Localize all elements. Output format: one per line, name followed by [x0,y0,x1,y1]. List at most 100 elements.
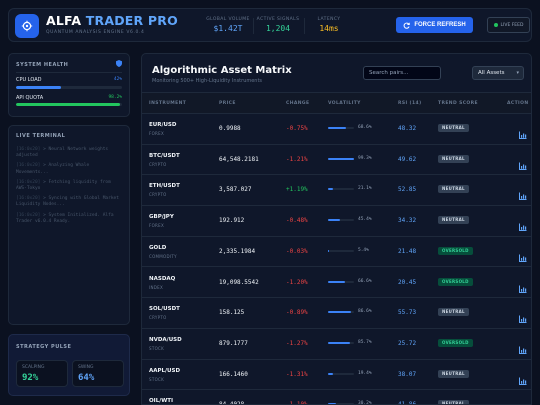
volatility-value: 99.3% [358,155,372,161]
trend-score-badge: NEUTRAL [438,124,469,132]
log-timestamp: [16:0x20] [16,179,41,185]
price-value: 0.9988 [219,125,241,132]
change-value: -0.03% [286,247,308,255]
volatility-bar-fill [328,341,351,344]
volatility-bar [328,219,354,222]
change-value: -0.89% [286,309,308,317]
table-row[interactable]: BTC/USDT CRYPTO 64,548.2181 -1.21% 99.3% 49.6… [142,145,531,176]
brain-logo-icon [15,14,39,38]
chart-analysis-icon[interactable] [519,339,527,354]
instrument-symbol: BTC/USDT [149,152,180,159]
instrument-symbol: NVDA/USD [149,336,182,343]
terminal-log-list[interactable]: [16:0x20] > Neural Network weights adjus… [16,147,123,229]
asset-matrix-panel: Algorithmic Asset Matrix Monitoring 500+… [141,53,532,405]
table-row[interactable]: SOL/USDT CRYPTO 158.125 -0.89% 86.6% 55.73 NEU… [142,298,531,329]
table-row[interactable]: OIL/WTICOMMODITY84.4028-1.10%30.2%41.86N… [142,390,531,405]
instrument-symbol: ETH/USDT [149,183,180,190]
price-value: 192.912 [219,217,245,225]
table-row[interactable]: GOLD COMMODITY 2,335.1984 -0.03% 5.4% 21.48 OV… [142,237,531,268]
divider [253,18,254,34]
refresh-icon [403,22,411,29]
pulse-value: 64% [78,373,95,383]
price-value: 3,587.027 [219,186,252,194]
chart-analysis-icon[interactable] [519,155,527,170]
instrument-symbol: GBP/JPY [149,214,174,221]
log-timestamp: [16:0x20] [16,196,41,202]
chart-analysis-icon[interactable] [519,308,527,324]
column-header-change[interactable]: CHANGE [286,101,310,106]
rsi-value: 49.62 [398,155,417,163]
trend-score-badge: NEUTRAL [438,154,469,163]
stat-value: $1.42T [213,24,243,33]
live-feed-toggle[interactable]: LIVE FEED [487,17,530,33]
asset-filter-select[interactable]: All Assets ▾ [472,66,524,80]
table-row[interactable]: NVDA/USD STOCK 879.1777 -1.27% 85.7% 25.72 OVE… [142,329,531,360]
instrument-symbol: NASDAQ [149,275,176,282]
volatility-bar-fill [328,311,351,314]
rsi-value: 52.85 [398,186,417,194]
divider [304,18,305,34]
instrument-class: CRYPTO [149,315,167,321]
stat-latency: LATENCY 14ms [306,17,352,33]
table-row[interactable]: AAPL/USD STOCK 166.1460 -1.31% 19.4% 38.07 NEU… [142,360,531,391]
change-value: +1.19% [286,186,308,194]
metric-label: API QUOTA [16,95,44,101]
column-header-instrument[interactable]: INSTRUMENT [149,101,187,106]
log-timestamp: [16:0x20] [16,147,41,152]
column-header-price[interactable]: PRICE [219,101,236,106]
metric-cpu-load: CPU LOAD 42% [16,77,122,83]
panel-title: LIVE TERMINAL [16,133,66,139]
rsi-value: 48.32 [398,125,417,132]
volatility-bar [328,249,354,252]
trend-score-badge: NEUTRAL [438,369,469,378]
chart-analysis-icon[interactable] [519,370,527,385]
api-quota-bar [16,103,122,106]
log-timestamp: [16:0x20] [16,212,41,218]
volatility-bar [328,127,354,129]
change-value: -1.31% [286,370,308,378]
rsi-value: 20.45 [398,278,417,286]
rsi-value: 21.48 [398,247,417,255]
pulse-value: 92% [22,373,39,383]
terminal-log-line: [16:0x20] > System Initialized. Alfa Tra… [16,213,123,225]
table-row[interactable]: GBP/JPY FOREX 192.912 -0.48% 45.4% 34.32 NEUTR… [142,206,531,237]
table-row[interactable]: EUR/USD FOREX 0.9988 -0.75% 68.6% 48.32 NEUTRA… [142,114,531,145]
instrument-class: STOCK [149,376,165,382]
trend-score-badge: NEUTRAL [438,185,469,194]
price-value: 2,335.1984 [219,247,256,255]
terminal-log-line: [16:0x20] > Fetching liquidity from AWS-… [16,180,123,192]
cpu-load-bar [16,86,122,89]
chart-analysis-icon[interactable] [519,185,527,201]
table-row[interactable]: NASDAQ INDEX 19,098.5542 -1.20% 66.6% 20.45 OV… [142,268,531,299]
column-header-rsi[interactable]: RSI (14) [398,101,422,106]
live-feed-label: LIVE FEED [500,22,524,28]
stat-label: GLOBAL VOLUME [206,17,250,22]
rsi-value: 34.32 [398,217,417,225]
chart-analysis-icon[interactable] [519,247,527,262]
table-row[interactable]: ETH/USDT CRYPTO 3,587.027 +1.19% 21.1% 52.85 N… [142,175,531,207]
terminal-log-line: [16:0x20] > Neural Network weights adjus… [16,147,123,159]
brand-subtitle: QUANTUM ANALYSIS ENGINE V6.0.4 [46,30,145,35]
volatility-bar [328,341,354,344]
force-refresh-button[interactable]: FORCE REFRESH [396,17,473,33]
chart-analysis-icon[interactable] [519,216,527,232]
instrument-class: INDEX [149,284,164,290]
chart-analysis-icon[interactable] [519,278,527,293]
pulse-swing: SWING 64% [72,360,124,387]
chevron-down-icon: ▾ [516,70,519,76]
chart-analysis-icon[interactable] [519,400,527,404]
search-pairs-input[interactable] [363,66,441,80]
top-header: ALFA TRADER PRO QUANTUM ANALYSIS ENGINE … [8,8,532,42]
chart-analysis-icon[interactable] [519,124,527,139]
volatility-bar-fill [328,372,334,375]
instrument-class: FOREX [149,223,164,229]
price-value: 84.4028 [219,401,245,405]
column-header-volatility[interactable]: VOLATILITY [328,101,361,106]
trend-score-badge: OVERSOLD [438,246,473,255]
log-message: > Syncing with Global Market Liquidity N… [16,196,119,208]
column-header-trend-score[interactable]: TREND SCORE [438,101,478,106]
instrument-symbol: SOL/USDT [149,306,180,313]
trend-score-badge: OVERSOLD [438,277,473,286]
log-message: > Fetching liquidity from AWS-Tokyo [16,179,111,192]
terminal-log-line: [16:0x20] > Syncing with Global Market L… [16,196,123,208]
